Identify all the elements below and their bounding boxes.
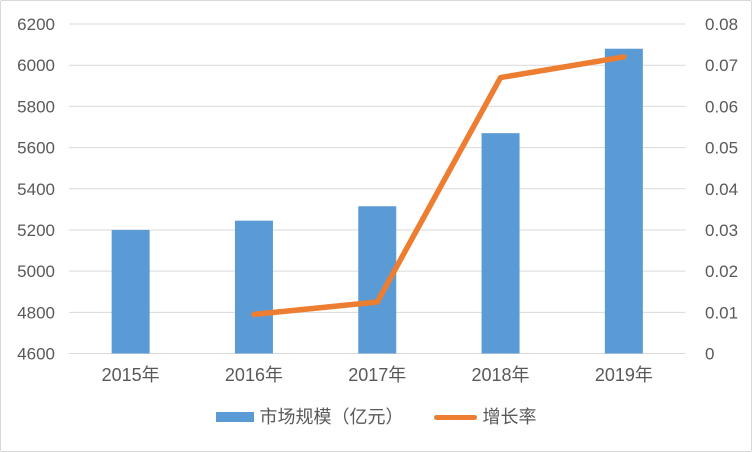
- growth-rate-line[interactable]: [251, 54, 627, 318]
- x-axis-label: 2016年: [225, 365, 283, 385]
- bar-series-swatch-icon: [215, 412, 254, 422]
- legend-item-growth-rate[interactable]: 增长率: [433, 407, 537, 427]
- right-axis-tick: 0.03: [705, 221, 738, 240]
- left-axis-tick: 4600: [17, 345, 55, 364]
- right-axis-tick: 0.08: [705, 15, 738, 34]
- x-axis-label: 2019年: [595, 365, 653, 385]
- right-axis-tick: 0.02: [705, 262, 738, 281]
- right-axis-tick: 0: [705, 345, 714, 364]
- x-axis-label: 2018年: [472, 365, 530, 385]
- x-axis-label: 2017年: [348, 365, 406, 385]
- bar-2018年[interactable]: [481, 133, 520, 354]
- left-axis-tick: 6000: [17, 56, 55, 75]
- right-axis-tick: 0.01: [705, 303, 738, 322]
- bar-2019年[interactable]: [604, 48, 643, 354]
- legend: 市场规模（亿元） 增长率: [1, 408, 751, 426]
- left-axis-tick: 5400: [17, 180, 55, 199]
- legend-label-growth-rate: 增长率: [482, 407, 537, 427]
- right-axis-tick: 0.06: [705, 97, 738, 116]
- left-axis-tick: 4800: [17, 303, 55, 322]
- x-axis-label: 2015年: [102, 365, 160, 385]
- left-axis-tick: 5600: [17, 139, 55, 158]
- right-axis-tick: 0.07: [705, 56, 738, 75]
- legend-label-market-size: 市场规模（亿元）: [259, 407, 404, 427]
- left-axis-tick: 5800: [17, 97, 55, 116]
- right-axis-tick: 0.05: [705, 139, 738, 158]
- right-axis-tick: 0.04: [705, 180, 738, 199]
- bar-2016年[interactable]: [234, 220, 273, 354]
- left-axis-tick: 5000: [17, 262, 55, 281]
- line-series-swatch-icon: [433, 414, 477, 420]
- left-axis-tick: 5200: [17, 221, 55, 240]
- left-axis-tick: 6200: [17, 15, 55, 34]
- legend-item-market-size[interactable]: 市场规模（亿元）: [215, 407, 404, 427]
- bar-2015年[interactable]: [111, 229, 150, 354]
